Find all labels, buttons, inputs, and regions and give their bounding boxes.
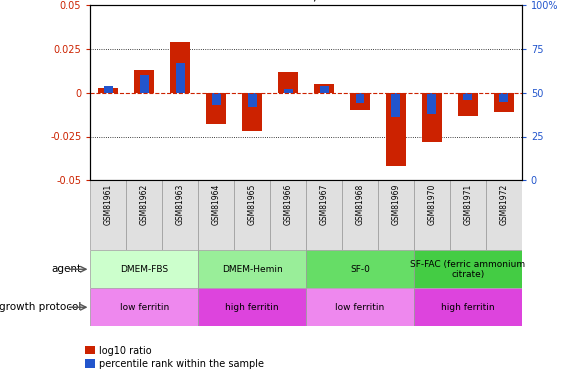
Text: DMEM-FBS: DMEM-FBS [120,265,168,274]
Bar [127,180,162,250]
Bar [378,180,414,250]
Text: growth protocol: growth protocol [0,302,82,312]
Bar [414,250,522,288]
Bar [278,72,298,93]
Bar [494,93,514,112]
Bar [170,42,190,93]
Text: GSM81961: GSM81961 [104,184,113,225]
Bar [104,86,113,93]
Bar [414,288,522,326]
Text: GSM81972: GSM81972 [499,184,508,225]
Bar [499,93,508,102]
Text: DMEM-Hemin: DMEM-Hemin [222,265,283,274]
Text: agent: agent [52,264,82,274]
Text: GSM81962: GSM81962 [140,184,149,225]
Bar [90,180,127,250]
Bar [306,288,414,326]
Bar [314,84,334,93]
Bar [198,180,234,250]
Bar [243,93,262,131]
Text: log10 ratio: log10 ratio [99,346,152,355]
Bar [212,93,221,105]
Bar [450,180,486,250]
Bar [486,180,522,250]
Text: high ferritin: high ferritin [441,303,494,312]
Title: GDS2230 / 22126: GDS2230 / 22126 [247,0,365,3]
Bar [458,93,477,116]
Bar [206,93,226,124]
Bar [175,63,185,93]
Bar [135,70,154,93]
Bar [306,250,414,288]
Text: SF-0: SF-0 [350,265,370,274]
Text: GSM81970: GSM81970 [427,184,437,225]
Bar [248,93,257,107]
Bar [90,288,198,326]
Text: high ferritin: high ferritin [226,303,279,312]
Bar [90,250,198,288]
Text: GSM81969: GSM81969 [391,184,401,225]
Bar [162,180,198,250]
Bar [356,93,364,103]
Bar [386,93,406,166]
Bar [342,180,378,250]
Bar [319,86,329,93]
Bar [234,180,270,250]
Text: SF-FAC (ferric ammonium
citrate): SF-FAC (ferric ammonium citrate) [410,260,525,279]
Bar [140,75,149,93]
Text: GSM81963: GSM81963 [175,184,185,225]
Bar [283,89,293,93]
Bar [306,180,342,250]
Text: GSM81966: GSM81966 [283,184,293,225]
Text: low ferritin: low ferritin [335,303,385,312]
Bar [414,180,450,250]
Bar [350,93,370,110]
Bar [99,87,118,93]
Text: low ferritin: low ferritin [120,303,169,312]
Text: GSM81965: GSM81965 [248,184,257,225]
Bar [391,93,401,117]
Bar [270,180,306,250]
Text: GSM81964: GSM81964 [212,184,221,225]
Text: GSM81968: GSM81968 [356,184,364,225]
Bar [427,93,437,114]
Text: GSM81967: GSM81967 [319,184,329,225]
Text: percentile rank within the sample: percentile rank within the sample [99,359,264,369]
Text: GSM81971: GSM81971 [463,184,472,225]
Bar [198,288,306,326]
Bar [463,93,472,100]
Bar [422,93,442,142]
Bar [198,250,306,288]
